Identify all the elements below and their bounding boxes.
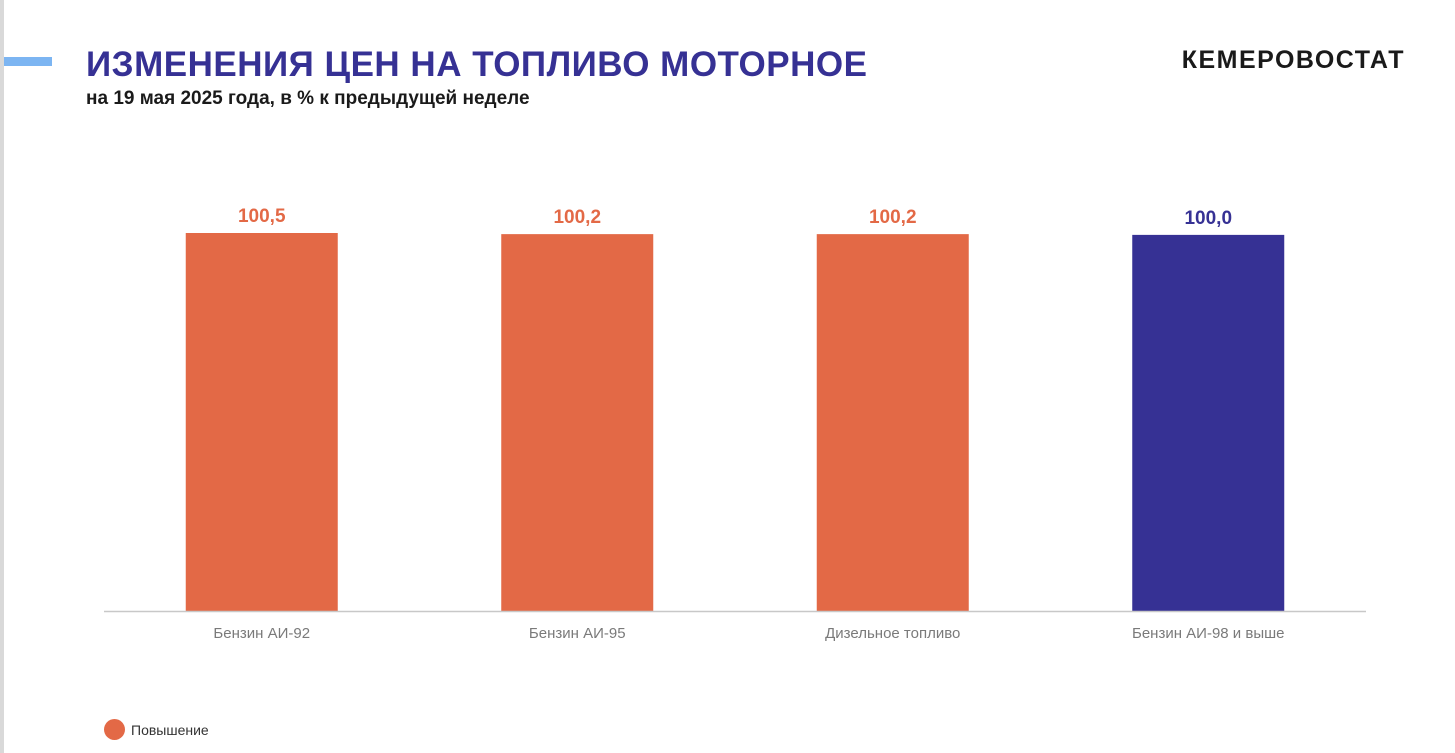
x-tick-label-3: Дизельное топливо	[825, 625, 960, 642]
brand-logo: КЕМЕРОВОСТАТ	[1181, 46, 1405, 74]
bar-4	[1132, 234, 1285, 611]
data-label-4: 100,0	[1184, 208, 1232, 229]
page-title: ИЗМЕНЕНИЯ ЦЕН НА ТОПЛИВО МОТОРНОЕ	[86, 45, 868, 84]
bar-2	[501, 234, 654, 611]
data-label-1: 100,5	[238, 206, 286, 227]
legend-marker	[104, 719, 125, 740]
data-label-2: 100,2	[553, 207, 601, 228]
accent-bar	[4, 57, 52, 66]
page-subtitle: на 19 мая 2025 года, в % к предыдущей не…	[86, 88, 530, 109]
bar-3	[816, 234, 969, 611]
legend: Повышение	[104, 719, 209, 740]
x-tick-label-2: Бензин АИ-95	[529, 625, 626, 642]
x-tick-label-4: Бензин АИ-98 и выше	[1132, 625, 1284, 642]
data-label-3: 100,2	[869, 207, 917, 228]
page-edge-line	[0, 0, 4, 753]
bar-1	[185, 233, 338, 611]
bar-chart: 100,5 Бензин АИ-92 100,2 Бензин АИ-95 100,2 Д…	[104, 206, 1366, 642]
legend-label: Повышение	[131, 721, 209, 738]
x-tick-label-1: Бензин АИ-92	[213, 625, 310, 642]
